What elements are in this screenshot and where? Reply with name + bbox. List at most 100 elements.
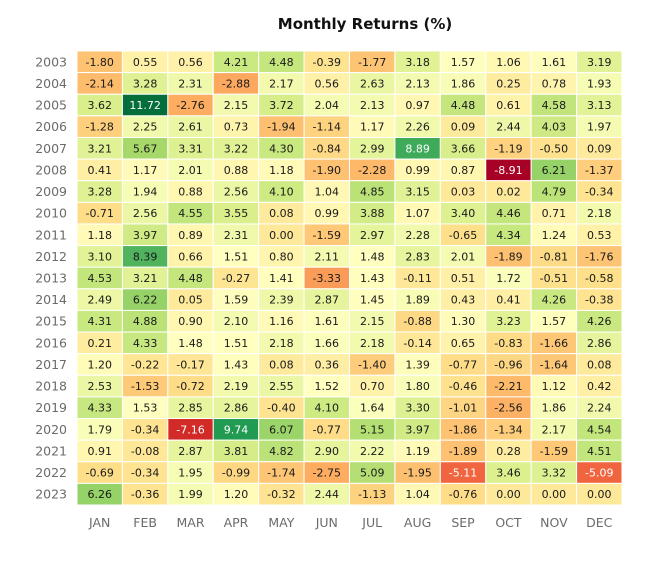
cell-value-label: 1.43 — [224, 358, 249, 371]
cell-value-label: 0.66 — [178, 250, 203, 263]
cell-value-label: 0.91 — [87, 445, 112, 458]
cell-value-label: 2.97 — [360, 229, 385, 242]
cell-value-label: 1.95 — [178, 467, 203, 480]
cell-value-label: 2.56 — [133, 207, 158, 220]
cell-value-label: 1.53 — [133, 402, 158, 415]
cell-value-label: -1.28 — [85, 121, 113, 134]
cell-value-label: 2.31 — [178, 77, 203, 90]
cell-value-label: -2.88 — [222, 77, 250, 90]
cell-value-label: 4.33 — [133, 337, 158, 350]
cell-value-label: 8.89 — [405, 142, 430, 155]
cell-value-label: 2.86 — [587, 337, 612, 350]
y-tick-label-year: 2007 — [35, 141, 67, 156]
cell-value-label: -1.64 — [540, 358, 568, 371]
x-tick-label-month: APR — [224, 515, 249, 530]
cell-value-label: 3.31 — [178, 142, 203, 155]
cell-value-label: -1.80 — [85, 56, 113, 69]
cell-value-label: 1.39 — [405, 358, 430, 371]
cell-value-label: 2.13 — [405, 77, 430, 90]
cell-value-label: -1.53 — [131, 380, 159, 393]
cell-value-label: -0.77 — [449, 358, 477, 371]
cell-value-label: 2.24 — [587, 402, 612, 415]
cell-value-label: 2.28 — [405, 229, 430, 242]
cell-value-label: -0.34 — [585, 186, 613, 199]
cell-value-label: -0.81 — [540, 250, 568, 263]
cell-value-label: -5.11 — [449, 467, 477, 480]
cell-value-label: -0.96 — [494, 358, 522, 371]
cell-value-label: 1.52 — [315, 380, 340, 393]
cell-value-label: 1.18 — [87, 229, 112, 242]
cell-value-label: 2.17 — [269, 77, 294, 90]
cell-value-label: 1.45 — [360, 294, 385, 307]
cell-value-label: 2.15 — [224, 99, 249, 112]
x-tick-label-month: JUN — [315, 515, 338, 530]
x-tick-label-month: AUG — [404, 515, 431, 530]
cell-value-label: 0.36 — [315, 358, 340, 371]
cell-value-label: 1.17 — [360, 121, 385, 134]
cell-value-label: 0.99 — [405, 164, 430, 177]
cell-value-label: 2.18 — [587, 207, 612, 220]
y-tick-label-year: 2017 — [35, 357, 67, 372]
cell-value-label: -1.66 — [540, 337, 568, 350]
cell-value-label: 1.12 — [542, 380, 567, 393]
cell-value-label: 2.26 — [405, 121, 430, 134]
cell-value-label: 4.79 — [542, 186, 567, 199]
cell-value-label: 0.55 — [133, 56, 158, 69]
cell-value-label: 2.83 — [405, 250, 430, 263]
cell-value-label: 4.21 — [224, 56, 249, 69]
cell-value-label: 3.15 — [405, 186, 430, 199]
y-tick-label-year: 2010 — [35, 206, 67, 221]
cell-value-label: 0.70 — [360, 380, 385, 393]
cell-value-label: 5.09 — [360, 467, 385, 480]
cell-value-label: -0.11 — [403, 272, 431, 285]
cell-value-label: 0.87 — [451, 164, 476, 177]
cell-value-label: 0.41 — [496, 294, 521, 307]
y-tick-label-year: 2020 — [35, 422, 67, 437]
cell-value-label: 6.21 — [542, 164, 567, 177]
cell-value-label: -0.72 — [176, 380, 204, 393]
cell-value-label: 1.72 — [496, 272, 521, 285]
cell-value-label: -0.69 — [85, 467, 113, 480]
cell-value-label: 2.15 — [360, 315, 385, 328]
cell-value-label: 11.72 — [129, 99, 161, 112]
cell-value-label: 2.25 — [133, 121, 158, 134]
y-tick-label-year: 2019 — [35, 400, 67, 415]
cell-value-label: -0.65 — [449, 229, 477, 242]
cell-value-label: 4.54 — [587, 423, 612, 436]
cell-value-label: 4.85 — [360, 186, 385, 199]
x-tick-label-month: SEP — [451, 515, 475, 530]
y-tick-label-year: 2015 — [35, 314, 67, 329]
cell-value-label: 0.08 — [269, 358, 294, 371]
cell-value-label: 1.86 — [451, 77, 476, 90]
cell-value-label: -1.86 — [449, 423, 477, 436]
cell-value-label: -1.40 — [358, 358, 386, 371]
cell-value-label: 3.13 — [587, 99, 612, 112]
cell-value-label: 1.30 — [451, 315, 476, 328]
cell-value-label: -0.76 — [449, 488, 477, 501]
cell-value-label: 1.19 — [405, 445, 430, 458]
cell-value-label: 0.09 — [587, 142, 612, 155]
cell-value-label: -2.21 — [494, 380, 522, 393]
cell-value-label: 2.56 — [224, 186, 249, 199]
cell-value-label: 1.86 — [542, 402, 567, 415]
cell-value-label: 3.19 — [587, 56, 612, 69]
x-tick-label-month: OCT — [495, 515, 522, 530]
cell-value-label: 4.10 — [315, 402, 340, 415]
cell-value-label: 1.07 — [405, 207, 430, 220]
cell-value-label: 0.41 — [87, 164, 112, 177]
cell-value-label: -0.88 — [403, 315, 431, 328]
cell-value-label: 5.15 — [360, 423, 385, 436]
cell-value-label: -0.50 — [540, 142, 568, 155]
cell-value-label: -1.59 — [313, 229, 341, 242]
cell-value-label: 2.13 — [360, 99, 385, 112]
cell-value-label: -1.13 — [358, 488, 386, 501]
cell-value-label: -0.99 — [222, 467, 250, 480]
cell-value-label: 3.72 — [269, 99, 294, 112]
cell-value-label: 2.18 — [360, 337, 385, 350]
cell-value-label: 1.41 — [269, 272, 294, 285]
cell-value-label: -0.34 — [131, 467, 159, 480]
cell-value-label: 1.20 — [224, 488, 249, 501]
cell-value-label: 1.66 — [315, 337, 340, 350]
cell-value-label: 0.05 — [178, 294, 203, 307]
